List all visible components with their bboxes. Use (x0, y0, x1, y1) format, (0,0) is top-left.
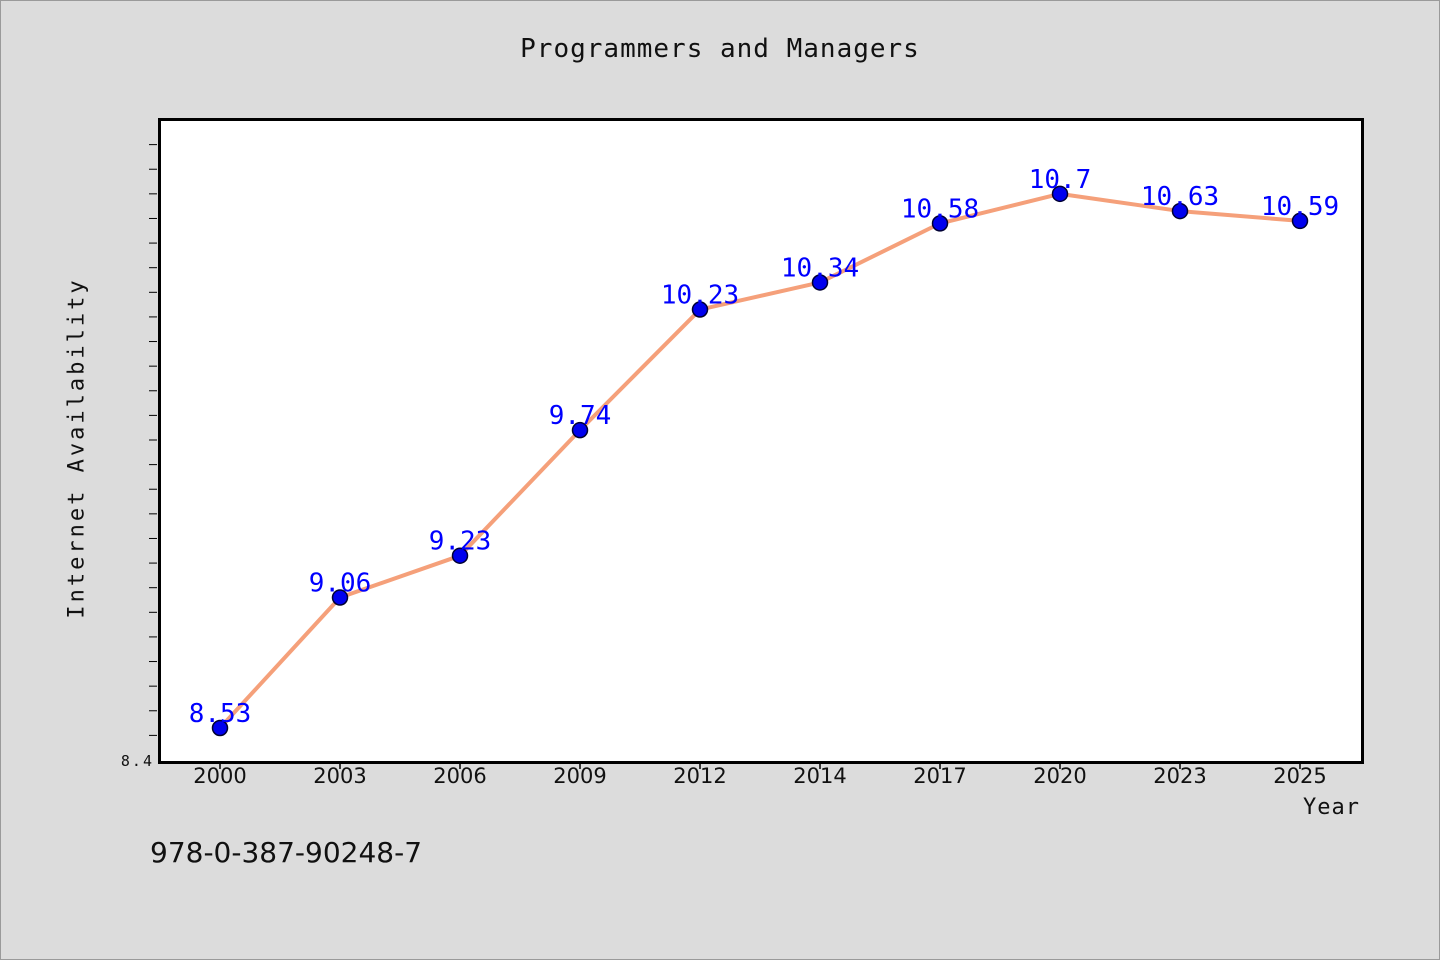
data-point (811, 274, 829, 291)
x-tick-label: 2009 (553, 764, 606, 788)
series-line (218, 191, 1302, 730)
x-tick-label: 2014 (793, 764, 846, 788)
x-tick-label: 2003 (313, 764, 366, 788)
data-label: 10.34 (781, 253, 859, 283)
data-label: 9.23 (429, 527, 492, 557)
data-point (1171, 202, 1189, 220)
x-axis-label: Year (1303, 795, 1360, 820)
x-tick-label: 2020 (1033, 764, 1086, 788)
data-point (571, 421, 589, 439)
data-label: 9.74 (549, 401, 612, 431)
data-point (931, 215, 949, 232)
data-label: 10.59 (1261, 192, 1339, 222)
x-tick-label: 2025 (1273, 764, 1326, 788)
data-label: 9.06 (309, 569, 372, 599)
data-point (691, 301, 709, 318)
x-tick-label: 2006 (433, 764, 486, 788)
data-label: 10.7 (1029, 165, 1092, 195)
x-tick-label: 2000 (193, 764, 246, 788)
x-tick-label: 2023 (1153, 764, 1206, 788)
x-tick-label: 2017 (913, 764, 966, 788)
data-point (331, 589, 349, 606)
data-label: 8.53 (189, 699, 252, 729)
data-point (451, 547, 469, 564)
plot-area (158, 118, 1364, 764)
y-tick-label: 8.4 (121, 752, 154, 770)
data-label: 10.58 (901, 194, 979, 224)
data-point (211, 719, 229, 737)
y-axis-label: Internet Availability (64, 277, 90, 619)
footer-code: 978-0-387-90248-7 (150, 836, 423, 869)
data-point (1291, 212, 1309, 230)
data-label: 10.63 (1141, 182, 1219, 212)
chart-title: Programmers and Managers (520, 34, 920, 64)
data-point (1051, 185, 1069, 203)
data-label: 10.23 (661, 281, 739, 311)
x-tick-label: 2012 (673, 764, 726, 788)
